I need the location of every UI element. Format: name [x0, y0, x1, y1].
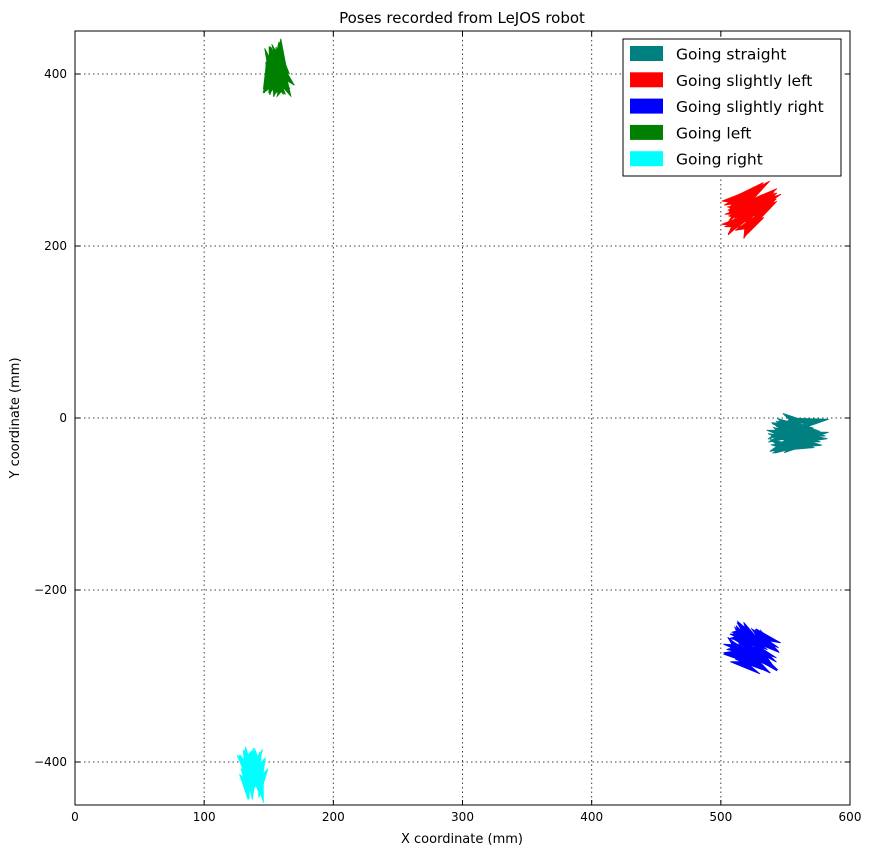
x-tick-label: 0 [71, 810, 79, 824]
grid [75, 31, 850, 805]
legend-swatch [630, 46, 663, 61]
pose-arrow [243, 749, 256, 778]
pose-arrow [721, 211, 754, 236]
pose-arrow [751, 198, 777, 223]
pose-arrow [771, 426, 800, 441]
legend-swatch [630, 98, 663, 114]
legend-swatch [630, 151, 663, 167]
tick-labels: 0 100 200 300 400 500 600 −400 −200 0 200 400 [34, 67, 861, 824]
pose-arrow [787, 431, 817, 447]
x-tick-label: 300 [451, 810, 474, 824]
pose-arrow [741, 642, 769, 661]
legend-label: Going straight [676, 46, 786, 64]
pose-arrow [735, 651, 762, 670]
legend-label: Going slightly left [676, 72, 812, 90]
y-tick-label: −200 [34, 583, 67, 597]
x-tick-label: 200 [322, 810, 345, 824]
pose-arrow [779, 419, 814, 433]
y-tick-label: 200 [44, 239, 67, 253]
y-tick-label: −400 [34, 755, 67, 769]
pose-arrow [265, 62, 283, 96]
legend-swatch [630, 72, 663, 88]
legend: Going straight Going slightly left Going s… [622, 38, 842, 177]
axis-ticks [74, 31, 851, 805]
x-tick-label: 600 [839, 810, 862, 824]
x-axis-label: X coordinate (mm) [401, 832, 523, 847]
x-tick-label: 100 [193, 810, 216, 824]
y-tick-label: 0 [59, 411, 67, 425]
legend-swatch [630, 124, 663, 140]
legend-label: Going left [676, 124, 752, 142]
chart-title: Poses recorded from LeJOS robot [339, 9, 585, 27]
pose-arrow [278, 57, 290, 91]
legend-label: Going right [676, 151, 763, 169]
x-tick-label: 500 [709, 810, 732, 824]
y-tick-label: 400 [44, 67, 67, 81]
pose-arrow [271, 41, 287, 71]
series-going-straight [766, 413, 829, 454]
y-axis-label: Y coordinate (mm) [8, 357, 23, 479]
pose-arrow [743, 180, 770, 203]
series-going-left [262, 38, 295, 98]
series-going-slightly-left [721, 180, 782, 239]
x-tick-label: 400 [580, 810, 603, 824]
series-going-slightly-right [723, 620, 781, 675]
data-marks [236, 38, 829, 804]
series-going-right [236, 746, 269, 804]
pose-arrow [751, 629, 780, 653]
pose-arrow [246, 762, 262, 796]
legend-label: Going slightly right [676, 98, 824, 116]
pose-arrow [774, 442, 802, 454]
